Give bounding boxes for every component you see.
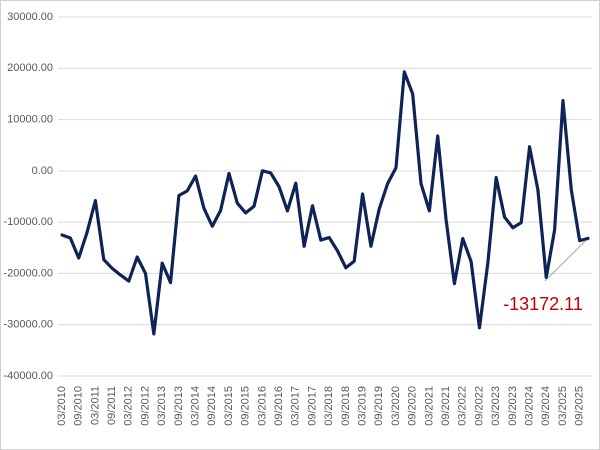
x-tick-label: 03/2011 bbox=[89, 386, 101, 425]
x-tick-label: 09/2014 bbox=[206, 386, 218, 426]
x-tick-label: 03/2019 bbox=[356, 386, 368, 426]
x-tick-label: 03/2021 bbox=[423, 386, 435, 426]
x-tick-label: 03/2024 bbox=[523, 386, 535, 426]
data-label: -13172.11 bbox=[503, 294, 583, 314]
x-tick-label: 09/2022 bbox=[473, 386, 485, 426]
x-tick-label: 03/2013 bbox=[156, 386, 168, 426]
x-tick-label: 03/2020 bbox=[390, 386, 402, 426]
x-tick-label: 09/2010 bbox=[73, 386, 85, 426]
x-tick-label: 09/2025 bbox=[574, 386, 586, 426]
x-tick-label: 09/2011 bbox=[106, 386, 118, 425]
y-tick-label: 30000.00 bbox=[7, 11, 53, 23]
x-tick-label: 03/2016 bbox=[256, 386, 268, 426]
annotation-leader bbox=[544, 240, 587, 282]
x-tick-label: 03/2010 bbox=[56, 386, 68, 426]
x-tick-label: 03/2023 bbox=[490, 386, 502, 426]
x-tick-label: 09/2019 bbox=[373, 386, 385, 426]
x-tick-label: 09/2020 bbox=[407, 386, 419, 426]
x-tick-label: 09/2016 bbox=[273, 386, 285, 426]
x-tick-label: 03/2018 bbox=[323, 386, 335, 426]
x-tick-label: 09/2017 bbox=[306, 386, 318, 426]
y-tick-label: 20000.00 bbox=[7, 62, 53, 74]
x-tick-label: 03/2017 bbox=[290, 386, 302, 426]
x-tick-label: 03/2022 bbox=[457, 386, 469, 426]
x-tick-label: 09/2015 bbox=[240, 386, 252, 426]
x-tick-label: 09/2023 bbox=[507, 386, 519, 426]
x-tick-label: 09/2021 bbox=[440, 386, 452, 426]
x-tick-label: 03/2015 bbox=[223, 386, 235, 426]
x-tick-label: 03/2025 bbox=[557, 386, 569, 426]
y-tick-label: -20000.00 bbox=[3, 267, 53, 279]
x-tick-label: 03/2012 bbox=[123, 386, 135, 426]
x-tick-label: 09/2018 bbox=[340, 386, 352, 426]
x-tick-label: 03/2014 bbox=[189, 386, 201, 426]
y-tick-label: -40000.00 bbox=[3, 370, 53, 382]
y-tick-label: 0.00 bbox=[32, 165, 53, 177]
x-tick-label: 09/2012 bbox=[139, 386, 151, 426]
data-line bbox=[60, 70, 590, 336]
y-tick-label: -30000.00 bbox=[3, 319, 53, 331]
y-tick-label: -10000.00 bbox=[3, 216, 53, 228]
x-tick-label: 09/2013 bbox=[173, 386, 185, 426]
y-tick-label: 10000.00 bbox=[7, 113, 53, 125]
x-tick-label: 09/2024 bbox=[540, 386, 552, 426]
